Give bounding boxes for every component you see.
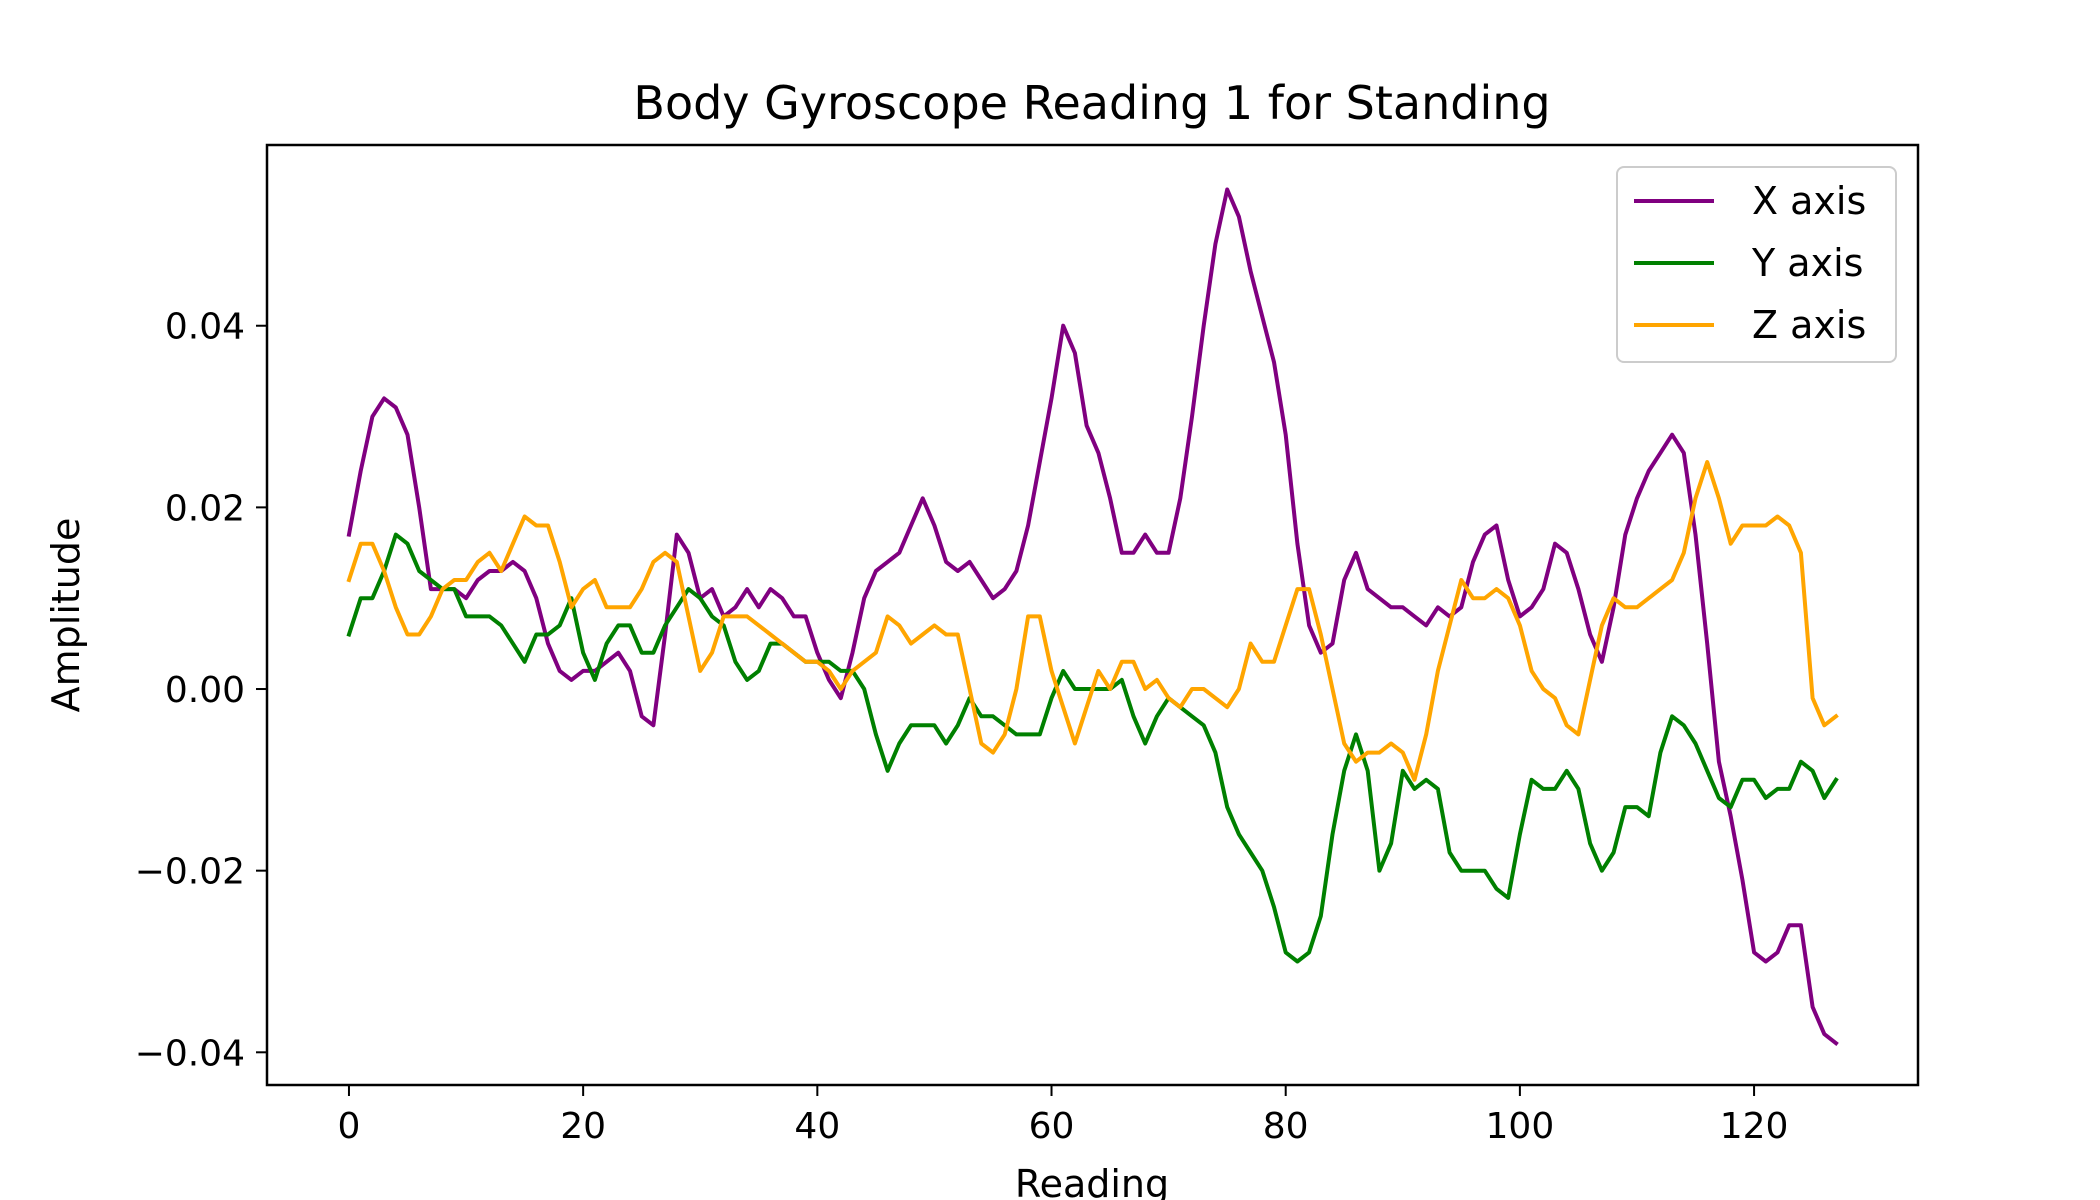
x-tick-label: 0 [338, 1106, 361, 1147]
y-tick-label: 0.04 [165, 307, 245, 348]
legend-label-z-axis: Z axis [1752, 303, 1866, 347]
chart-title: Body Gyroscope Reading 1 for Standing [633, 76, 1550, 130]
y-axis: −0.04 −0.02 0.00 0.02 0.04 [135, 307, 267, 1074]
series-line-x-axis [346, 187, 1839, 1047]
legend-label-y-axis: Y axis [1751, 241, 1863, 285]
x-tick-label: 80 [1263, 1106, 1309, 1147]
plot-frame [265, 143, 1920, 1087]
legend-label-x-axis: X axis [1752, 179, 1866, 223]
legend-box [1616, 166, 1897, 363]
x-axis: 0 20 40 60 80 100 120 [338, 1085, 1789, 1147]
x-tick-label: 20 [560, 1106, 606, 1147]
series-line-z-axis [346, 460, 1839, 782]
series-layer [346, 187, 1839, 1047]
y-tick-label: −0.04 [135, 1033, 245, 1074]
x-tick-label: 60 [1029, 1106, 1075, 1147]
x-axis-label: Reading [1015, 1162, 1169, 1200]
y-axis-label: Amplitude [44, 518, 88, 713]
y-tick-label: −0.02 [135, 852, 245, 893]
y-tick-label: 0.02 [165, 488, 245, 529]
legend: X axis Y axis Z axis [1616, 166, 1897, 363]
x-tick-label: 40 [794, 1106, 840, 1147]
y-tick-label: 0.00 [165, 670, 245, 711]
x-tick-label: 120 [1720, 1106, 1789, 1147]
x-tick-label: 100 [1486, 1106, 1555, 1147]
